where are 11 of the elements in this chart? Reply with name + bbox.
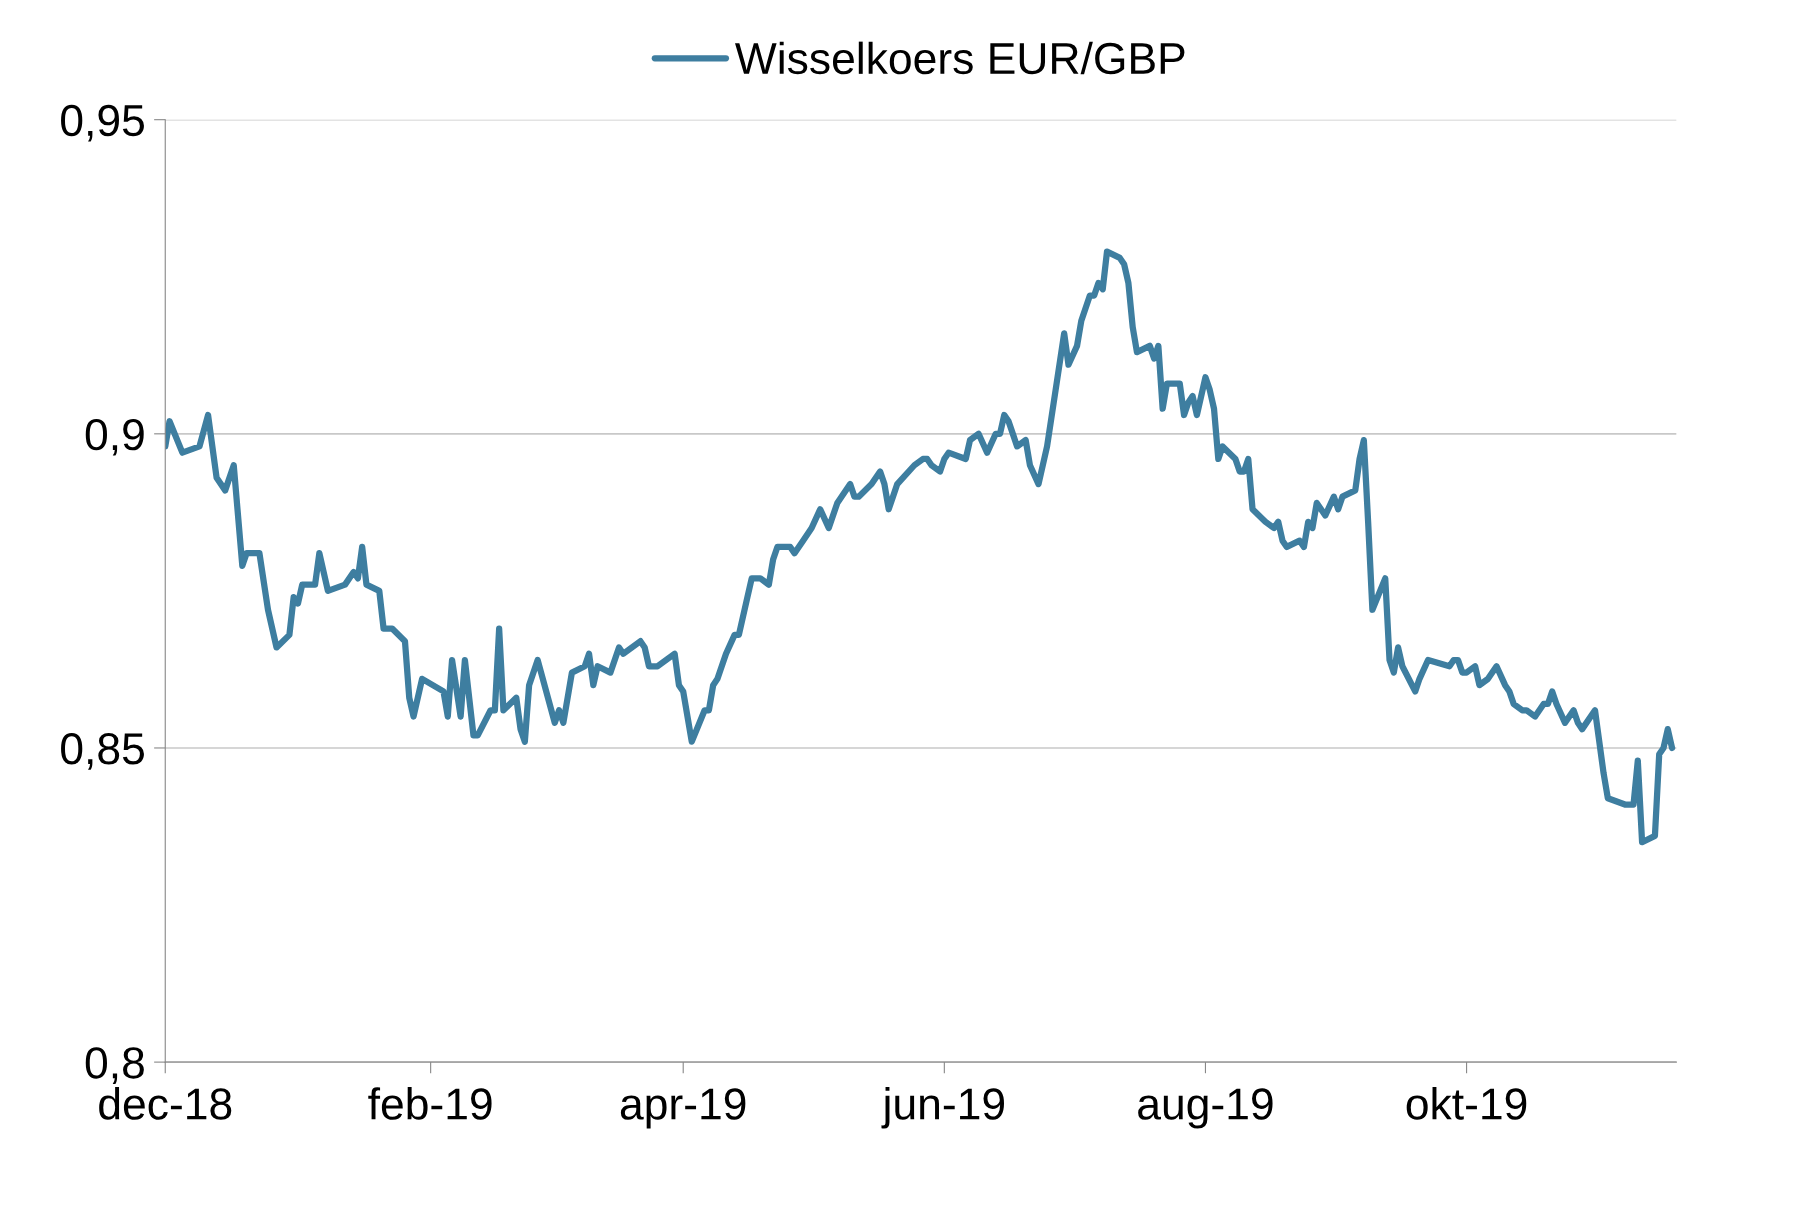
x-tick-label: jun-19	[881, 1087, 1004, 1129]
x-tick-label: dec-18	[99, 1087, 232, 1120]
y-tick-label: 0,85	[61, 733, 144, 770]
y-tick-label: 0,9	[85, 418, 144, 456]
y-tick-label: 0,8	[85, 1047, 144, 1084]
x-tick-label: apr-19	[620, 1088, 746, 1129]
x-tick-label: feb-19	[368, 1087, 492, 1120]
y-tick-label: 0,95	[61, 104, 144, 142]
x-tick-label: aug-19	[1138, 1088, 1273, 1129]
x-tick-label: okt-19	[1406, 1087, 1527, 1120]
legend-label: Wisselkoers EUR/GBP	[735, 41, 1185, 75]
